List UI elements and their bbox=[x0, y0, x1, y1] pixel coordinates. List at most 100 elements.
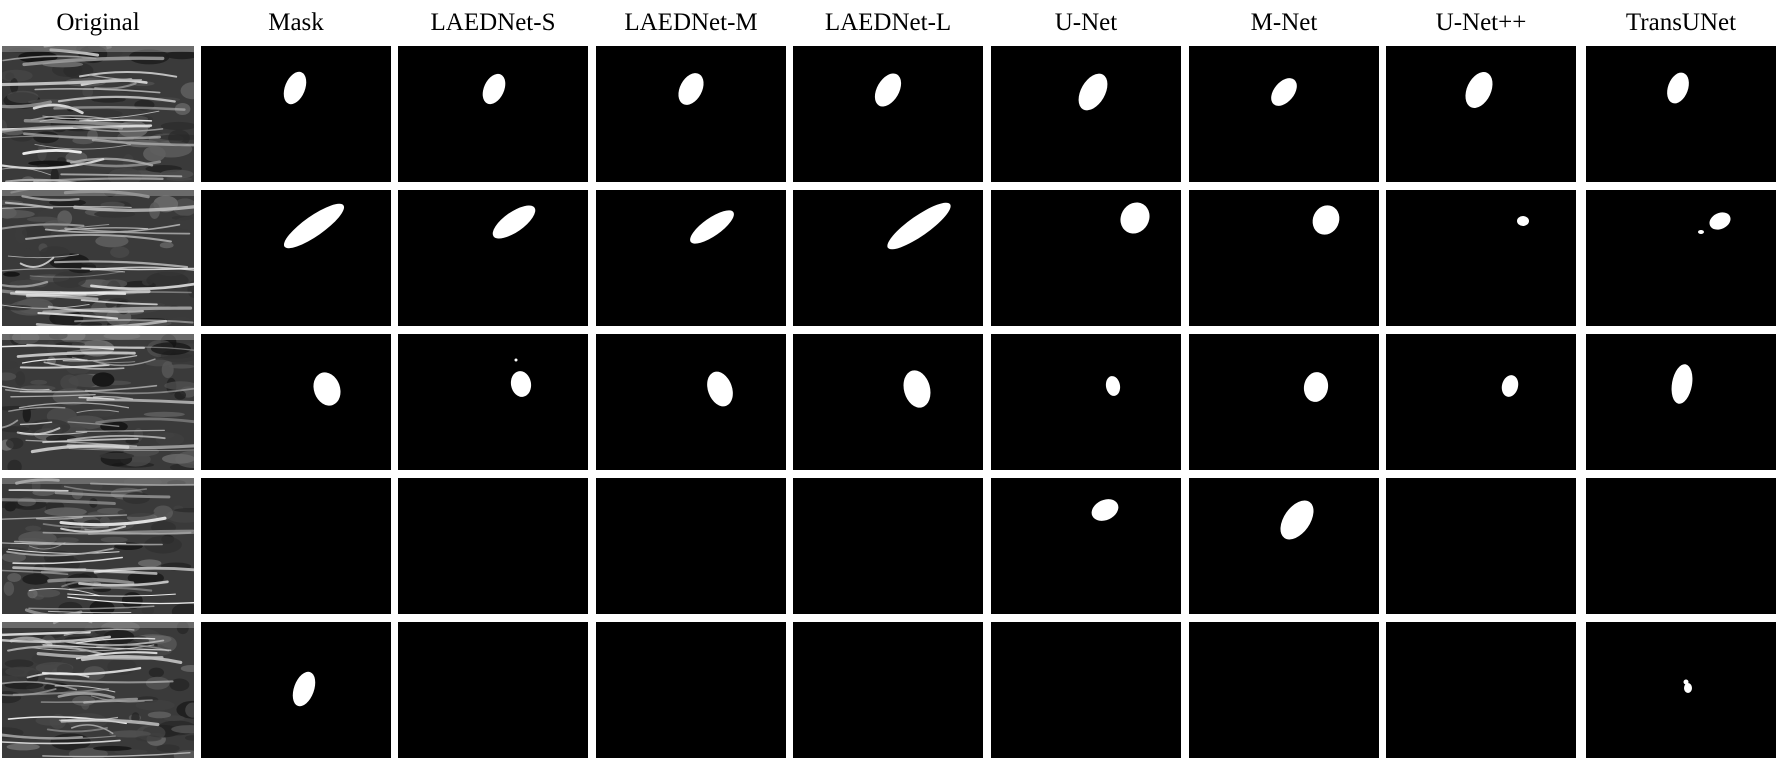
mask-background bbox=[991, 478, 1181, 614]
ultrasound-speckle bbox=[7, 573, 21, 582]
binary-mask bbox=[596, 46, 786, 182]
mask-background bbox=[1189, 190, 1379, 326]
column-header-u-net-: U-Net++ bbox=[1386, 6, 1576, 40]
mask-background bbox=[793, 46, 983, 182]
segmentation-mask-m-net-row-3 bbox=[1189, 334, 1379, 470]
ultrasound-top-band bbox=[2, 190, 194, 196]
segmentation-mask-laednet-s-row-5 bbox=[398, 622, 588, 758]
mask-background bbox=[1586, 622, 1776, 758]
original-ultrasound-image-row-5 bbox=[2, 622, 194, 758]
mask-background bbox=[1386, 334, 1576, 470]
ultrasound-speckle bbox=[135, 735, 161, 741]
segmentation-mask-laednet-l-row-3 bbox=[793, 334, 983, 470]
mask-background bbox=[596, 46, 786, 182]
mask-background bbox=[596, 334, 786, 470]
segmentation-mask-transunet-row-4 bbox=[1586, 478, 1776, 614]
segmentation-mask-u-net--row-2 bbox=[1386, 190, 1576, 326]
segmentation-mask-u-net-row-5 bbox=[991, 622, 1181, 758]
binary-mask bbox=[1386, 622, 1576, 758]
binary-mask bbox=[1189, 334, 1379, 470]
ultrasound-speckle bbox=[162, 454, 194, 464]
mask-background bbox=[1586, 478, 1776, 614]
mask-background bbox=[793, 190, 983, 326]
ultrasound-speckle bbox=[170, 679, 190, 692]
ultrasound-speckle bbox=[169, 364, 194, 368]
ultrasound-speckle bbox=[15, 371, 25, 385]
binary-mask bbox=[398, 190, 588, 326]
binary-mask bbox=[596, 334, 786, 470]
ultrasound-speckle bbox=[57, 157, 65, 162]
mask-background bbox=[1189, 478, 1379, 614]
segmentation-mask-laednet-l-row-4 bbox=[793, 478, 983, 614]
mask-background bbox=[398, 334, 588, 470]
segmentation-mask-m-net-row-5 bbox=[1189, 622, 1379, 758]
mask-background bbox=[201, 46, 391, 182]
segmentation-mask-laednet-m-row-3 bbox=[596, 334, 786, 470]
column-header-u-net: U-Net bbox=[991, 6, 1181, 40]
segmentation-mask-mask-row-5 bbox=[201, 622, 391, 758]
segmentation-mask-transunet-row-3 bbox=[1586, 334, 1776, 470]
column-header-m-net: M-Net bbox=[1189, 6, 1379, 40]
ultrasound-speckle bbox=[110, 246, 129, 258]
binary-mask bbox=[201, 622, 391, 758]
binary-mask bbox=[793, 478, 983, 614]
segmentation-mask-laednet-m-row-5 bbox=[596, 622, 786, 758]
segmentation-mask-mask-row-1 bbox=[201, 46, 391, 182]
binary-mask bbox=[793, 334, 983, 470]
segmentation-mask-u-net-row-3 bbox=[991, 334, 1181, 470]
binary-mask bbox=[201, 46, 391, 182]
binary-mask bbox=[1189, 190, 1379, 326]
segmentation-mask-m-net-row-4 bbox=[1189, 478, 1379, 614]
segmentation-mask-mask-row-3 bbox=[201, 334, 391, 470]
column-header-original: Original bbox=[2, 6, 194, 40]
ultrasound-speckle bbox=[157, 744, 180, 752]
binary-mask bbox=[1586, 334, 1776, 470]
binary-mask bbox=[1586, 622, 1776, 758]
mask-background bbox=[1189, 622, 1379, 758]
segmentation-mask-m-net-row-2 bbox=[1189, 190, 1379, 326]
ultrasound-image bbox=[2, 622, 194, 758]
segmented-lesion-region bbox=[515, 359, 518, 362]
ultrasound-image bbox=[2, 478, 194, 614]
binary-mask bbox=[793, 46, 983, 182]
segmentation-mask-transunet-row-2 bbox=[1586, 190, 1776, 326]
ultrasound-top-band bbox=[2, 46, 194, 52]
mask-background bbox=[1386, 46, 1576, 182]
mask-background bbox=[596, 190, 786, 326]
mask-background bbox=[793, 478, 983, 614]
mask-background bbox=[991, 190, 1181, 326]
mask-background bbox=[1189, 46, 1379, 182]
mask-background bbox=[1586, 190, 1776, 326]
mask-background bbox=[991, 334, 1181, 470]
ultrasound-top-band bbox=[2, 334, 194, 340]
ultrasound-speckle bbox=[101, 537, 128, 543]
segmentation-mask-laednet-m-row-1 bbox=[596, 46, 786, 182]
ultrasound-speckle bbox=[160, 170, 193, 179]
original-ultrasound-image-row-4 bbox=[2, 478, 194, 614]
segmentation-mask-u-net-row-1 bbox=[991, 46, 1181, 182]
mask-background bbox=[201, 190, 391, 326]
binary-mask bbox=[1586, 478, 1776, 614]
mask-background bbox=[596, 478, 786, 614]
binary-mask bbox=[596, 622, 786, 758]
mask-background bbox=[991, 46, 1181, 182]
ultrasound-speckle bbox=[144, 412, 185, 417]
column-header-transunet: TransUNet bbox=[1586, 6, 1776, 40]
ultrasound-speckle bbox=[60, 375, 79, 391]
ultrasound-speckle bbox=[123, 492, 150, 504]
ultrasound-speckle bbox=[15, 226, 27, 243]
segmentation-mask-laednet-l-row-1 bbox=[793, 46, 983, 182]
segmentation-mask-laednet-s-row-4 bbox=[398, 478, 588, 614]
column-header-mask: Mask bbox=[201, 6, 391, 40]
binary-mask bbox=[1386, 478, 1576, 614]
binary-mask bbox=[398, 622, 588, 758]
ultrasound-speckle bbox=[22, 574, 49, 585]
binary-mask bbox=[1386, 190, 1576, 326]
binary-mask bbox=[398, 46, 588, 182]
ultrasound-speckle bbox=[81, 699, 89, 710]
ultrasound-speckle bbox=[82, 86, 93, 98]
ultrasound-image bbox=[2, 46, 194, 182]
binary-mask bbox=[1586, 190, 1776, 326]
binary-mask bbox=[991, 622, 1181, 758]
segmentation-mask-laednet-s-row-3 bbox=[398, 334, 588, 470]
